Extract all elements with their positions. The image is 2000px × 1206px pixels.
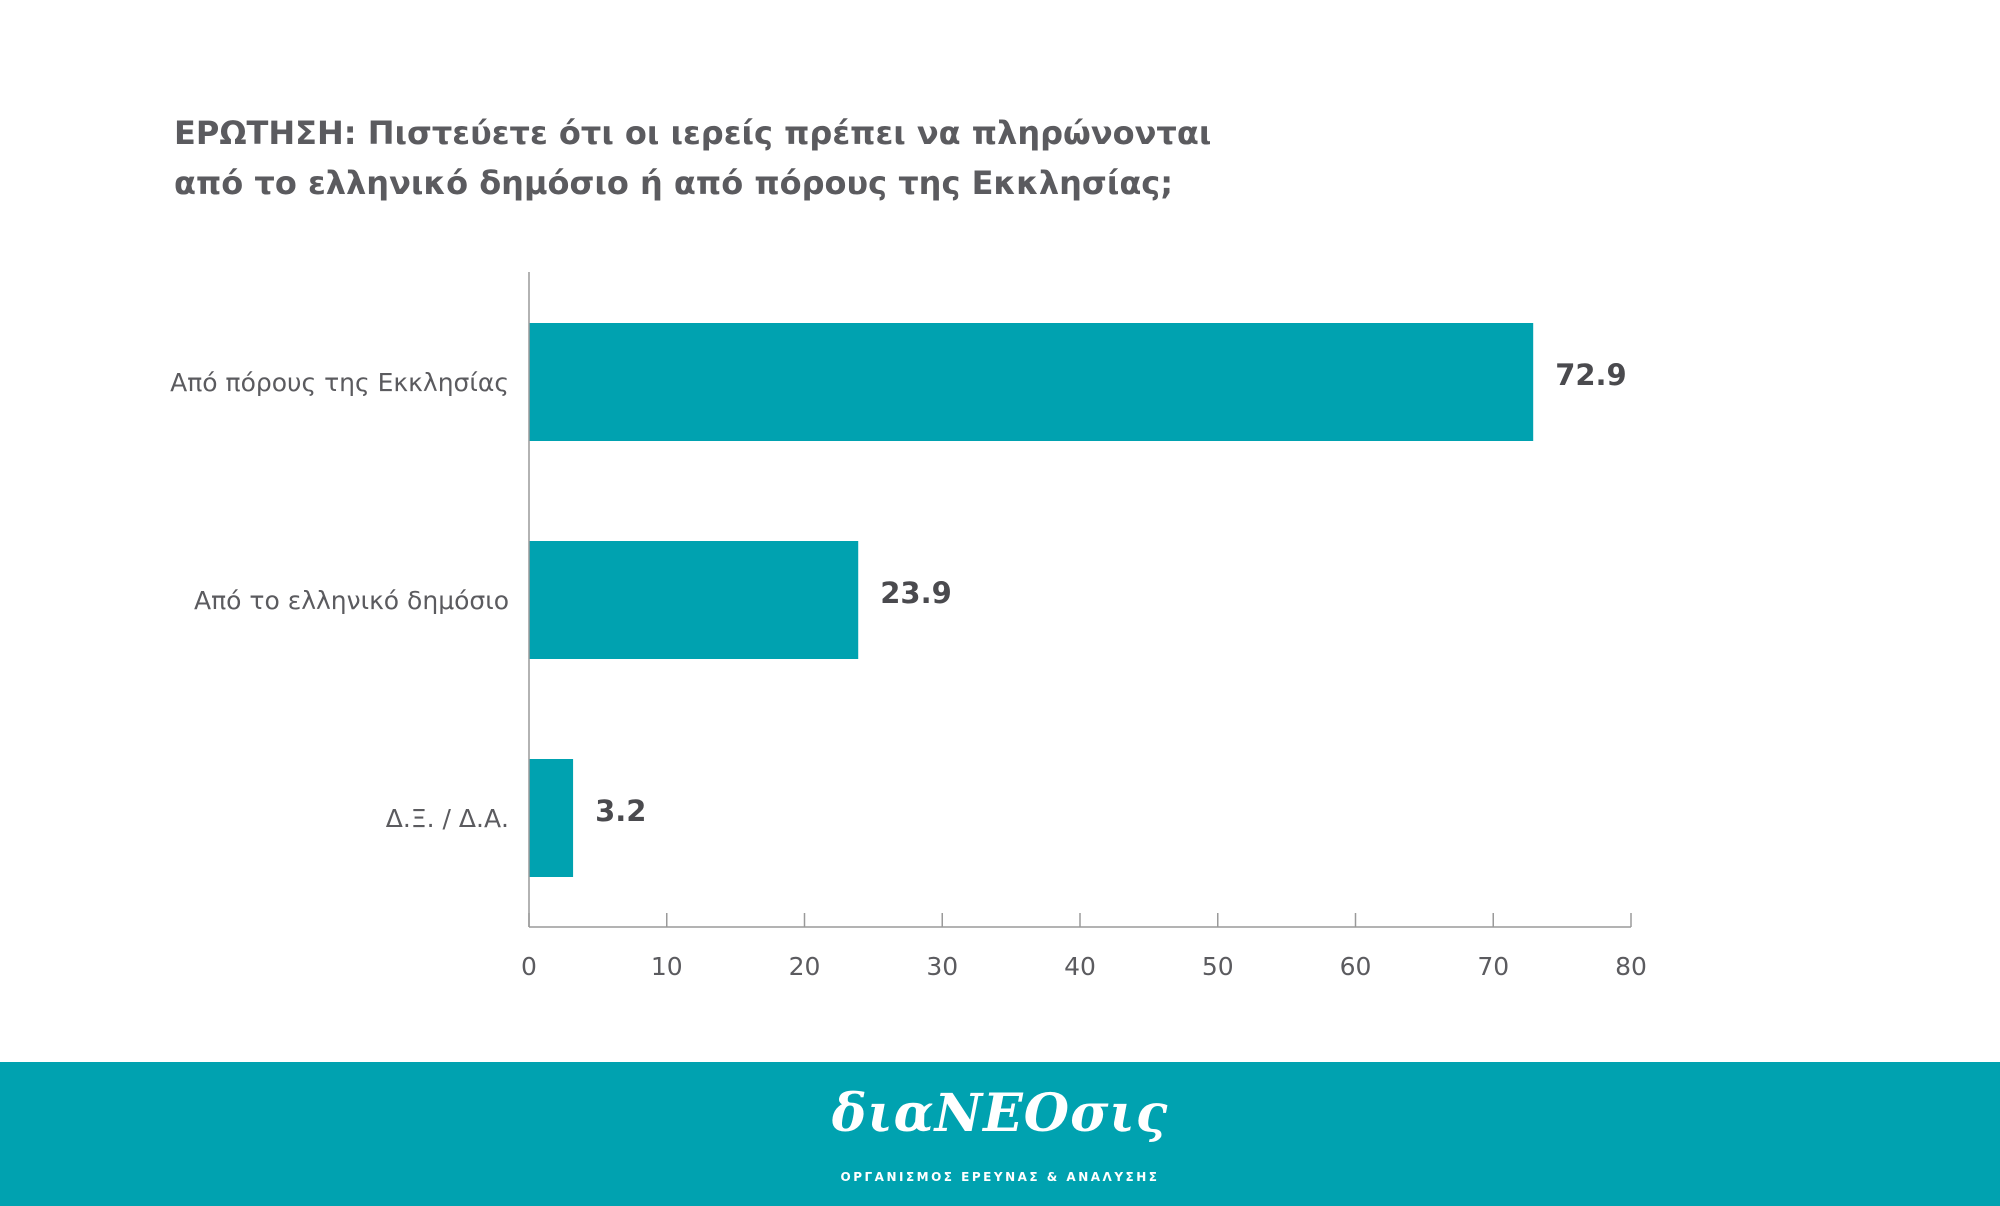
- x-axis: 0 10 20 30 40 50 60 70 80: [521, 272, 1647, 981]
- x-tick-label-10: 10: [651, 952, 683, 981]
- value-label-1: 72.9: [1555, 358, 1627, 392]
- category-label-3: Δ.Ξ. / Δ.Α.: [386, 804, 509, 833]
- bars-layer: [529, 323, 1534, 877]
- chart-title: ΕΡΩΤΗΣΗ: Πιστεύετε ότι οι ιερείς πρέπει …: [174, 108, 1474, 208]
- x-tick-label-20: 20: [789, 952, 821, 981]
- x-tick-label-70: 70: [1477, 952, 1509, 981]
- x-tick-label-60: 60: [1340, 952, 1372, 981]
- footer-banner: διαΝΕΟσις ΟΡΓΑΝΙΣΜΟΣ ΕΡΕΥΝΑΣ & ΑΝΑΛΥΣΗΣ: [0, 1062, 2000, 1206]
- category-labels-layer: Από πόρους της Εκκλησίας Από το ελληνικό …: [170, 368, 509, 833]
- value-label-3: 3.2: [595, 794, 646, 828]
- brand-logo: διαΝΕΟσις: [831, 1083, 1169, 1144]
- x-tick-label-0: 0: [521, 952, 537, 981]
- bar-1: [529, 323, 1534, 441]
- category-label-1: Από πόρους της Εκκλησίας: [170, 368, 509, 397]
- value-labels-layer: 72.9 23.9 3.2: [595, 358, 1627, 828]
- chart-title-line-1: ΕΡΩΤΗΣΗ: Πιστεύετε ότι οι ιερείς πρέπει …: [174, 114, 1212, 152]
- x-tick-label-40: 40: [1064, 952, 1096, 981]
- category-label-2: Από το ελληνικό δημόσιο: [194, 586, 509, 615]
- bar-chart: Από πόρους της Εκκλησίας Από το ελληνικό …: [170, 272, 1647, 981]
- bar-3: [529, 759, 574, 877]
- x-tick-label-50: 50: [1202, 952, 1234, 981]
- chart-title-line-2: από το ελληνικό δημόσιο ή από πόρους της…: [174, 164, 1174, 202]
- bar-2: [529, 541, 859, 659]
- x-tick-label-80: 80: [1615, 952, 1647, 981]
- value-label-2: 23.9: [880, 576, 952, 610]
- brand-tagline: ΟΡΓΑΝΙΣΜΟΣ ΕΡΕΥΝΑΣ & ΑΝΑΛΥΣΗΣ: [840, 1170, 1160, 1184]
- x-tick-label-30: 30: [926, 952, 958, 981]
